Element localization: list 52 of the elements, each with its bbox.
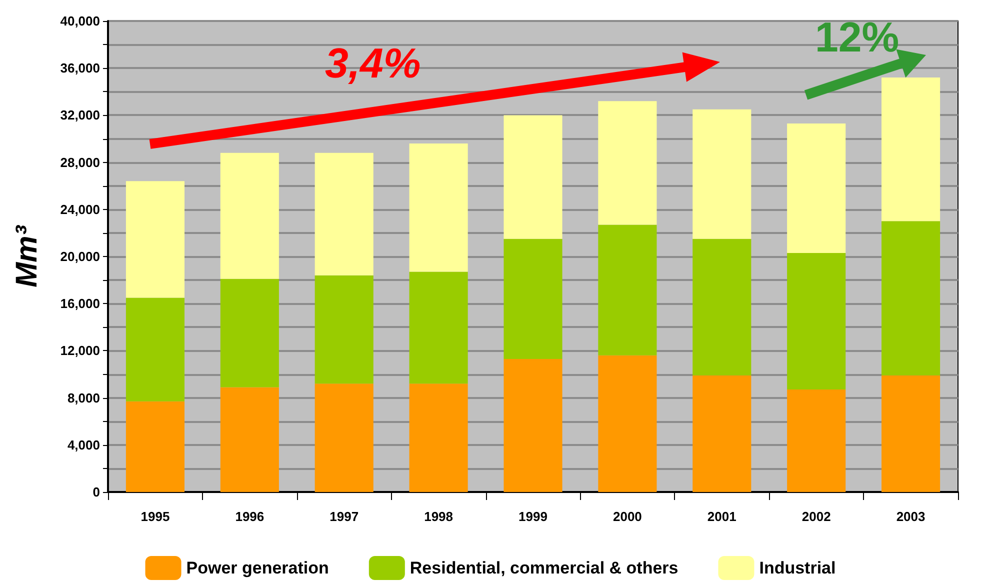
x-tick-label: 1999 <box>518 509 548 524</box>
y-tick-label: 24,000 <box>60 202 100 217</box>
bar <box>882 221 940 376</box>
x-tick-label: 1996 <box>235 509 264 524</box>
x-tick-label: 1997 <box>330 509 359 524</box>
y-tick-label: 28,000 <box>60 154 100 170</box>
bar <box>692 375 752 492</box>
y-tick-label: 36,000 <box>60 60 100 76</box>
legend-label: Residential, commercial & others <box>410 558 678 578</box>
y-axis-title: Mm³ <box>10 224 44 288</box>
bar <box>598 224 657 356</box>
bar <box>692 109 752 239</box>
x-tick-label: 2003 <box>896 509 926 524</box>
bar <box>598 101 657 225</box>
x-tick-label: 1998 <box>424 509 454 524</box>
y-tick-label: 0 <box>92 484 100 500</box>
legend-label: Industrial <box>759 558 836 578</box>
bar <box>314 152 374 276</box>
bar <box>409 384 468 492</box>
y-tick-label: 20,000 <box>60 249 100 264</box>
annotation: 12% <box>815 14 900 60</box>
bar <box>409 143 468 272</box>
bar <box>787 123 846 253</box>
bar <box>126 298 184 402</box>
y-tick-label: 32,000 <box>60 108 100 123</box>
y-tick-label: 16,000 <box>60 296 100 312</box>
bar <box>220 152 279 279</box>
bar <box>314 275 374 384</box>
y-tick-label: 12,000 <box>60 343 100 358</box>
bar <box>882 375 940 492</box>
bar <box>220 387 279 492</box>
bar <box>126 401 184 492</box>
bar <box>126 181 184 298</box>
bar <box>504 358 562 492</box>
x-tick-label: 1995 <box>140 509 170 524</box>
bar <box>409 272 468 384</box>
bar <box>314 384 374 492</box>
y-tick-label: 4,000 <box>67 437 100 452</box>
x-tick-label: 2000 <box>612 509 642 524</box>
bar <box>692 238 752 376</box>
x-tick-label: 2002 <box>802 509 831 524</box>
bar <box>504 238 562 359</box>
annotation: 3,4% <box>325 40 421 86</box>
legend-label: Power generation <box>186 558 329 578</box>
y-tick-label: 8,000 <box>67 390 100 406</box>
x-tick-label: 2001 <box>707 509 736 524</box>
bar <box>220 278 279 388</box>
y-tick-label: 40,000 <box>60 14 100 28</box>
bar <box>787 252 846 390</box>
bar <box>598 355 657 492</box>
bar <box>504 115 562 239</box>
bar <box>787 390 846 492</box>
